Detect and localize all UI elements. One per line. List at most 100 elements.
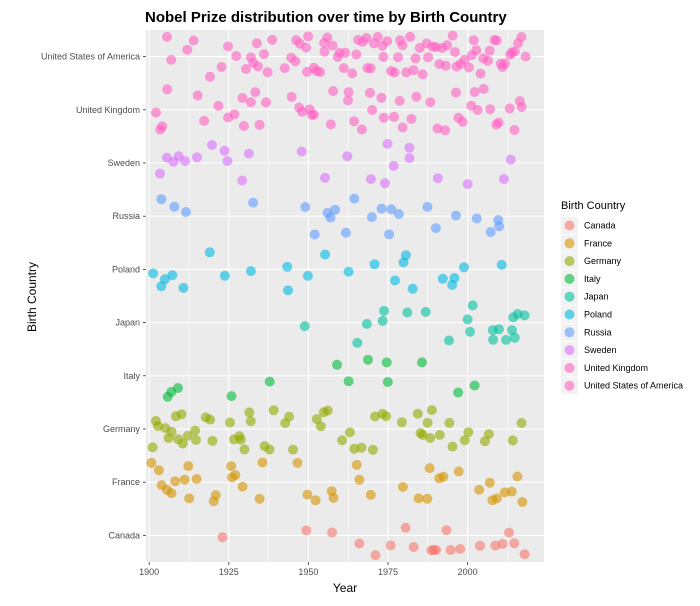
legend-label: Japan (584, 292, 609, 302)
y-axis-title: Birth Country (25, 262, 39, 332)
data-point (231, 51, 242, 61)
data-point (343, 95, 353, 106)
data-point (471, 213, 482, 224)
data-point (259, 49, 269, 60)
x-axis-title: Year (333, 581, 357, 595)
data-point (376, 203, 387, 214)
series-france (146, 457, 528, 507)
data-point (343, 266, 354, 277)
data-point (322, 32, 333, 43)
data-point (159, 274, 170, 285)
data-point (372, 31, 383, 42)
y-tick-label: Canada (108, 530, 140, 540)
data-point (381, 411, 392, 422)
data-point (484, 477, 495, 488)
data-point (325, 212, 336, 223)
data-point (191, 474, 202, 484)
data-point (244, 407, 255, 418)
data-point (332, 359, 342, 370)
y-tick-label: Germany (103, 424, 141, 434)
data-point (431, 545, 441, 555)
data-point (243, 148, 254, 159)
data-point (219, 145, 230, 156)
data-point (408, 542, 419, 552)
data-point (388, 160, 399, 171)
data-point (404, 142, 415, 153)
legend-item-sweden: Sweden (561, 341, 617, 359)
data-point (504, 103, 515, 114)
data-point (447, 441, 458, 452)
data-point (184, 493, 195, 504)
series-poland (148, 247, 507, 296)
series-united-kingdom (151, 83, 527, 136)
data-point (343, 87, 354, 98)
data-point (494, 324, 504, 335)
data-point (386, 204, 397, 215)
legend-label: United Kingdom (584, 363, 648, 373)
data-point (367, 444, 378, 455)
series-germany (147, 405, 527, 455)
data-point (390, 275, 400, 286)
data-point (378, 51, 389, 62)
legend-swatch (564, 362, 575, 373)
data-point (225, 417, 235, 428)
data-point (370, 411, 380, 422)
data-point (453, 466, 464, 477)
data-point (504, 527, 515, 538)
data-point (303, 31, 314, 42)
data-point (300, 202, 311, 212)
data-point (261, 97, 271, 108)
legend-label: Germany (584, 256, 622, 266)
data-point (422, 201, 433, 212)
data-point (162, 84, 173, 95)
data-point (451, 87, 461, 98)
data-point (397, 482, 408, 492)
data-point (389, 67, 400, 78)
data-point (417, 357, 427, 368)
data-point (509, 332, 520, 343)
data-point (491, 493, 502, 504)
legend-swatch (564, 256, 575, 267)
data-point (245, 266, 256, 277)
data-point (365, 63, 376, 74)
series-italy (162, 354, 480, 402)
y-tick-label: Italy (123, 371, 140, 381)
legend-swatch (564, 220, 575, 231)
data-point (245, 416, 256, 427)
y-axis: Canada France Germany Italy Japan Poland Russi… (41, 52, 146, 540)
x-axis: 1900 1925 1950 1975 2000 (139, 562, 478, 577)
data-point (516, 102, 527, 112)
x-tick-label: 1975 (378, 567, 398, 577)
x-tick-label: 1950 (298, 567, 318, 577)
data-point (340, 227, 351, 238)
data-point (493, 117, 504, 128)
legend-item-united-kingdom: United Kingdom (561, 359, 648, 377)
data-point (501, 334, 512, 345)
data-point (449, 273, 460, 283)
data-point (394, 95, 405, 106)
legend-swatch (564, 238, 575, 249)
data-point (434, 429, 445, 440)
data-point (505, 154, 516, 165)
series-russia (156, 193, 505, 240)
data-point (205, 71, 215, 82)
data-point (288, 444, 298, 455)
data-point (309, 229, 320, 240)
data-point (412, 408, 423, 419)
data-point (393, 209, 404, 219)
data-point (381, 357, 392, 368)
data-point (301, 525, 312, 536)
data-point (509, 538, 520, 549)
data-point (302, 270, 313, 281)
data-point (457, 116, 468, 127)
data-point (343, 376, 354, 387)
data-point (396, 417, 407, 428)
data-point (496, 259, 507, 270)
data-point (156, 194, 167, 205)
data-point (397, 40, 408, 51)
legend: Birth Country Canada France Germany Italy Ja… (561, 200, 683, 395)
legend-items: Canada France Germany Italy Japan Poland Russi… (561, 217, 683, 395)
data-point (519, 549, 530, 560)
data-point (408, 65, 419, 76)
x-tick-label: 1900 (139, 567, 159, 577)
